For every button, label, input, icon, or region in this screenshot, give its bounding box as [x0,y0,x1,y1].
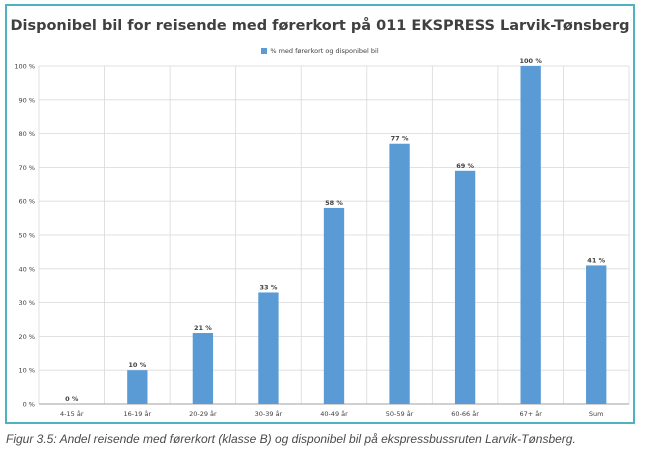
y-tick-label: 10 % [18,367,35,375]
x-tick-label-3: 30-39 år [255,409,283,418]
y-tick-label: 40 % [18,265,35,273]
data-label-0: 0 % [65,395,79,403]
bar-5 [389,143,410,405]
legend-swatch [261,48,268,54]
y-tick-label: 0 % [23,401,35,409]
y-tick-label: 80 % [18,130,35,138]
bar-1 [127,370,148,404]
x-tick-label-2: 20-29 år [189,409,217,418]
bar-2 [192,333,214,404]
y-tick-label: 70 % [18,164,35,172]
x-tick-label-6: 60-66 år [451,409,479,418]
y-tick-label: 20 % [18,333,35,341]
data-label-5: 77 % [391,135,409,143]
x-tick-label-1: 16-19 år [124,409,152,418]
x-tick-label-0: 4-15 år [60,409,84,418]
data-label-6: 69 % [456,162,474,170]
figure-caption: Figur 3.5: Andel reisende med førerkort … [6,432,576,446]
y-tick-label: 90 % [18,96,35,104]
data-label-7: 100 % [519,57,542,65]
data-label-2: 21 % [194,324,212,332]
legend-label: % med førerkort og disponibel bil [270,47,379,55]
y-tick-label: 50 % [18,232,35,240]
bar-7 [520,66,541,404]
bar-6 [454,170,476,404]
bar-3 [258,292,279,404]
x-tick-label-4: 40-49 år [320,409,348,418]
data-label-4: 58 % [325,199,343,207]
data-label-3: 33 % [260,283,278,291]
x-tick-label-7: 67+ år [519,409,542,418]
y-tick-label: 30 % [18,299,35,307]
x-tick-label-8: Sum [589,410,604,418]
chart-frame: Disponibel bil for reisende med førerkor… [5,4,635,424]
bar-4 [323,207,345,404]
y-tick-label: 100 % [14,63,35,71]
data-label-1: 10 % [128,361,146,369]
plot-area: 0 % 10 % 20 % 30 % 40 % 50 % 60 % 70 % 80 % 90 % 1… [14,57,630,418]
x-tick-label-5: 50-59 år [386,409,414,418]
data-label-8: 41 % [587,256,605,264]
y-tick-label: 60 % [18,198,35,206]
bar-8 [586,265,607,404]
chart-title: Disponibel bil for reisende med førerkor… [10,18,630,34]
legend: % med førerkort og disponibel bil [7,47,633,55]
